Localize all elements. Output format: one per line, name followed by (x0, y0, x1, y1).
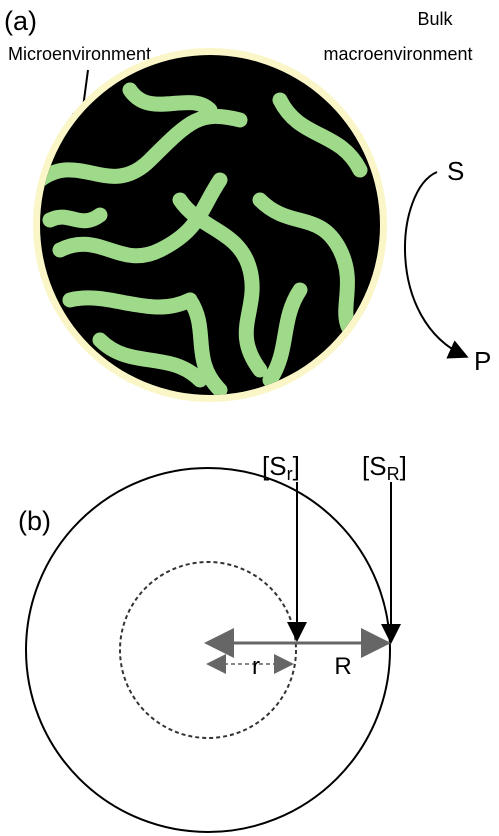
bulk-label: Bulk (417, 9, 453, 29)
product-label: P (474, 346, 491, 376)
outer-circle (26, 468, 390, 832)
inner-circle (120, 562, 296, 738)
microenvironment-label: Microenvironment (8, 44, 151, 64)
substrate-label: S (447, 156, 464, 186)
reaction-arrow (405, 172, 465, 356)
text: [S (362, 451, 387, 481)
text: ] (293, 451, 300, 481)
diagram: (a) Microenvironment Bulk macroenvironme… (0, 0, 499, 836)
bulk-label: macroenvironment (323, 44, 472, 64)
panel-label: (a) (4, 6, 37, 36)
outer-radius-label: R (334, 653, 351, 680)
text: ] (400, 451, 407, 481)
inner-radius-label: r (252, 653, 260, 680)
subscript: R (387, 464, 400, 484)
outer-concentration-label: [SR] (362, 451, 407, 484)
panel-label: (b) (18, 506, 51, 536)
